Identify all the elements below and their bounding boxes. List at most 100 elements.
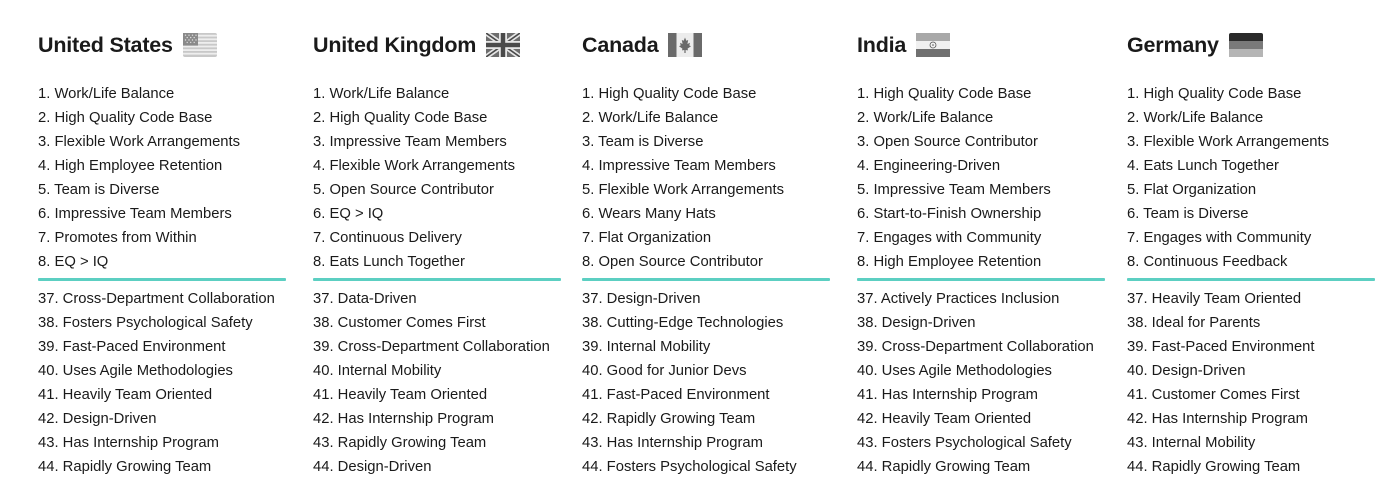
list-item: 44. Design-Driven: [313, 459, 432, 475]
us-flag-icon: [182, 33, 217, 57]
column-header: India: [857, 25, 1105, 65]
list-item: 6. Impressive Team Members: [38, 206, 232, 222]
list-item: 4. Engineering-Driven: [857, 158, 1001, 174]
list-item: 4. Impressive Team Members: [582, 158, 776, 174]
list-item: 40. Design-Driven: [1127, 363, 1246, 379]
list-item: 43. Internal Mobility: [1127, 435, 1256, 451]
top-rankings-list: 1. High Quality Code Base 2. Work/Life B…: [857, 82, 1105, 274]
list-item: 38. Cutting-Edge Technologies: [582, 315, 784, 331]
list-item: 38. Fosters Psychological Safety: [38, 315, 253, 331]
list-item: 1. High Quality Code Base: [857, 86, 1032, 102]
list-item: 42. Has Internship Program: [313, 411, 494, 427]
list-item: 37. Actively Practices Inclusion: [857, 291, 1060, 307]
list-item: 42. Has Internship Program: [1127, 411, 1308, 427]
list-item: 41. Fast-Paced Environment: [582, 387, 770, 403]
divider: [582, 278, 830, 281]
list-item: 5. Team is Diverse: [38, 182, 160, 198]
list-item: 43. Fosters Psychological Safety: [857, 435, 1072, 451]
list-item: 7. Continuous Delivery: [313, 230, 462, 246]
list-item: 5. Impressive Team Members: [857, 182, 1051, 198]
top-rankings-list: 1. Work/Life Balance 2. High Quality Cod…: [38, 82, 286, 274]
list-item: 39. Internal Mobility: [582, 339, 711, 355]
list-item: 5. Open Source Contributor: [313, 182, 494, 198]
germany-flag-icon: [1228, 33, 1263, 57]
list-item: 42. Heavily Team Oriented: [857, 411, 1032, 427]
top-rankings-list: 1. High Quality Code Base 2. Work/Life B…: [1127, 82, 1375, 274]
list-item: 2. High Quality Code Base: [313, 110, 488, 126]
list-item: 5. Flat Organization: [1127, 182, 1257, 198]
bottom-rankings-list: 37. Data-Driven 38. Customer Comes First…: [313, 287, 561, 479]
list-item: 4. High Employee Retention: [38, 158, 223, 174]
list-item: 41. Has Internship Program: [857, 387, 1038, 403]
list-item: 2. Work/Life Balance: [857, 110, 994, 126]
list-item: 39. Fast-Paced Environment: [38, 339, 226, 355]
bottom-rankings-list: 37. Design-Driven 38. Cutting-Edge Techn…: [582, 287, 830, 479]
list-item: 44. Fosters Psychological Safety: [582, 459, 797, 475]
country-name: United Kingdom: [313, 32, 477, 57]
list-item: 4. Flexible Work Arrangements: [313, 158, 516, 174]
list-item: 42. Design-Driven: [38, 411, 157, 427]
list-item: 7. Promotes from Within: [38, 230, 197, 246]
list-item: 42. Rapidly Growing Team: [582, 411, 756, 427]
list-item: 44. Rapidly Growing Team: [1127, 459, 1301, 475]
bottom-rankings-list: 37. Heavily Team Oriented 38. Ideal for …: [1127, 287, 1375, 479]
column-header: Germany: [1127, 25, 1375, 65]
list-item: 39. Fast-Paced Environment: [1127, 339, 1315, 355]
country-name: India: [857, 32, 907, 57]
column-header: United Kingdom: [313, 25, 561, 65]
list-item: 6. Wears Many Hats: [582, 206, 716, 222]
column-united-kingdom: United Kingdom 1. Work/Life Balance 2. H…: [313, 0, 561, 479]
list-item: 40. Uses Agile Methodologies: [857, 363, 1052, 379]
list-item: 40. Internal Mobility: [313, 363, 442, 379]
country-name: United States: [38, 32, 173, 57]
list-item: 7. Engages with Community: [857, 230, 1042, 246]
list-item: 1. Work/Life Balance: [38, 86, 175, 102]
list-item: 40. Uses Agile Methodologies: [38, 363, 233, 379]
list-item: 37. Design-Driven: [582, 291, 701, 307]
list-item: 41. Customer Comes First: [1127, 387, 1300, 403]
bottom-rankings-list: 37. Actively Practices Inclusion 38. Des…: [857, 287, 1105, 479]
list-item: 6. Team is Diverse: [1127, 206, 1249, 222]
list-item: 38. Ideal for Parents: [1127, 315, 1261, 331]
list-item: 44. Rapidly Growing Team: [38, 459, 212, 475]
country-name: Canada: [582, 32, 659, 57]
list-item: 6. EQ > IQ: [313, 206, 384, 222]
top-rankings-list: 1. High Quality Code Base 2. Work/Life B…: [582, 82, 830, 274]
divider: [38, 278, 286, 281]
list-item: 5. Flexible Work Arrangements: [582, 182, 785, 198]
list-item: 37. Cross-Department Collaboration: [38, 291, 275, 307]
list-item: 8. EQ > IQ: [38, 254, 109, 270]
list-item: 8. Continuous Feedback: [1127, 254, 1288, 270]
column-canada: Canada 1. High Quality Code Base 2. Work…: [582, 0, 830, 479]
list-item: 38. Design-Driven: [857, 315, 976, 331]
list-item: 8. High Employee Retention: [857, 254, 1042, 270]
list-item: 2. Work/Life Balance: [582, 110, 719, 126]
list-item: 4. Eats Lunch Together: [1127, 158, 1279, 174]
bottom-rankings-list: 37. Cross-Department Collaboration 38. F…: [38, 287, 286, 479]
column-india: India 1. High Quality Code Base 2. Work/…: [857, 0, 1105, 479]
divider: [313, 278, 561, 281]
list-item: 1. High Quality Code Base: [582, 86, 757, 102]
list-item: 7. Flat Organization: [582, 230, 712, 246]
country-name: Germany: [1127, 32, 1219, 57]
list-item: 44. Rapidly Growing Team: [857, 459, 1031, 475]
column-united-states: United States: [38, 0, 286, 479]
list-item: 1. High Quality Code Base: [1127, 86, 1302, 102]
list-item: 39. Cross-Department Collaboration: [857, 339, 1094, 355]
list-item: 7. Engages with Community: [1127, 230, 1312, 246]
list-item: 43. Has Internship Program: [38, 435, 219, 451]
list-item: 37. Data-Driven: [313, 291, 417, 307]
list-item: 43. Has Internship Program: [582, 435, 763, 451]
divider: [1127, 278, 1375, 281]
list-item: 3. Flexible Work Arrangements: [38, 134, 241, 150]
list-item: 3. Impressive Team Members: [313, 134, 507, 150]
list-item: 6. Start-to-Finish Ownership: [857, 206, 1042, 222]
uk-flag-icon: [484, 30, 522, 60]
list-item: 2. High Quality Code Base: [38, 110, 213, 126]
list-item: 41. Heavily Team Oriented: [313, 387, 488, 403]
india-flag-icon: [916, 33, 951, 57]
list-item: 3. Team is Diverse: [582, 134, 704, 150]
list-item: 3. Flexible Work Arrangements: [1127, 134, 1330, 150]
list-item: 3. Open Source Contributor: [857, 134, 1038, 150]
